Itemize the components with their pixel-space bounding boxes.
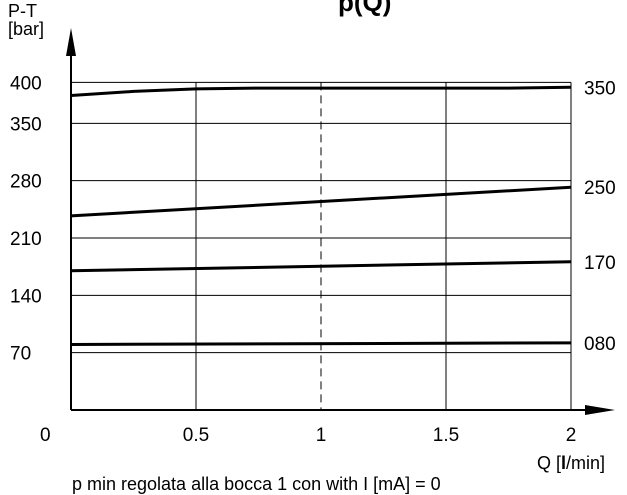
x-axis-label: Q [l/min] (537, 453, 605, 474)
x-axis-label-suffix: /min] (566, 453, 606, 473)
x-tick-label: 1 (316, 425, 327, 446)
series-line (70, 185, 572, 218)
axes (66, 28, 615, 415)
x-tick-label: 0.5 (183, 425, 209, 446)
y-axis-arrow (66, 28, 76, 56)
series-label: 250 (584, 178, 616, 199)
chart-title: p(Q) (338, 0, 392, 17)
y-tick-label: 280 (10, 172, 42, 193)
y-axis-label: P-T [bar] (8, 2, 44, 38)
x-tick-label: 2 (566, 425, 577, 446)
series-line (70, 260, 572, 273)
tick-labels: 70 140 210 280 350 400 0 0.5 1 1.5 2 350 250 170 080 (10, 73, 616, 446)
series-label: 350 (584, 78, 616, 99)
series-lines (70, 85, 572, 346)
x-axis-arrow (585, 405, 615, 415)
x-axis-label-prefix: Q [ (537, 453, 562, 473)
series-label: 080 (584, 334, 616, 355)
y-tick-label: 400 (10, 73, 42, 94)
y-tick-label: 140 (10, 286, 42, 307)
x-tick-label: 1.5 (433, 425, 459, 446)
y-tick-label: 70 (10, 344, 31, 365)
y-axis-label-line1: P-T (8, 1, 37, 21)
y-tick-label: 210 (10, 229, 42, 250)
series-line (70, 85, 572, 97)
series-line (70, 341, 572, 346)
x-axis-label-bold: l (561, 453, 567, 473)
x-tick-label: 0 (40, 425, 51, 446)
y-tick-label: 350 (10, 114, 42, 135)
chart-note: p min regolata alla bocca 1 con with I [… (72, 474, 441, 494)
grid (71, 81, 572, 410)
y-axis-label-line2: [bar] (8, 19, 45, 39)
series-label: 170 (584, 253, 616, 274)
